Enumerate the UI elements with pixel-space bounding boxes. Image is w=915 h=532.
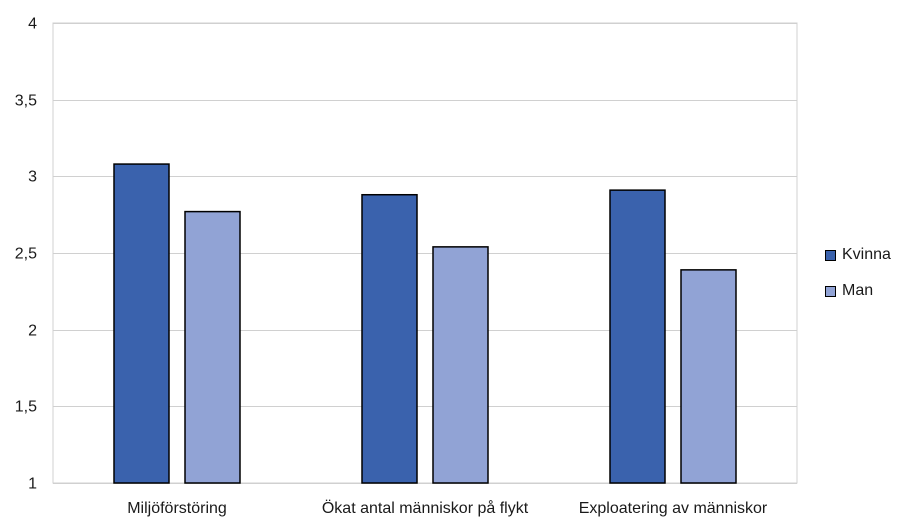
bar-man-0 bbox=[184, 210, 241, 484]
legend-label: Man bbox=[842, 282, 874, 299]
legend: Kvinna Man bbox=[825, 237, 891, 309]
legend-swatch bbox=[825, 285, 836, 297]
y-tick-label: 3,5 bbox=[15, 93, 37, 110]
bar-man-2 bbox=[680, 269, 737, 484]
x-tick-label: Ökat antal människor på flykt bbox=[322, 499, 529, 517]
y-tick-label: 4 bbox=[28, 16, 37, 33]
x-axis-labels: Miljöförstöring Ökat antal människor på f… bbox=[127, 499, 768, 517]
grid-lines bbox=[52, 22, 798, 484]
x-tick-label: Miljöförstöring bbox=[127, 500, 227, 517]
bar-man-1 bbox=[432, 246, 489, 484]
y-tick-label: 1,5 bbox=[15, 399, 37, 416]
bar-kvinna-2 bbox=[609, 189, 666, 484]
y-tick-label: 2 bbox=[28, 323, 37, 340]
bars bbox=[113, 163, 737, 484]
y-tick-label: 3 bbox=[28, 169, 37, 186]
bar-kvinna-1 bbox=[361, 193, 418, 484]
legend-label: Kvinna bbox=[842, 246, 891, 263]
bar-kvinna-0 bbox=[113, 163, 170, 484]
x-tick-label: Exploatering av människor bbox=[579, 500, 768, 517]
y-tick-label: 2,5 bbox=[15, 246, 37, 263]
legend-swatch bbox=[825, 249, 836, 261]
y-tick-label: 1 bbox=[28, 476, 37, 493]
legend-item-man: Man bbox=[825, 273, 891, 309]
legend-item-kvinna: Kvinna bbox=[825, 237, 891, 273]
y-axis-ticks: 1 1,5 2 2,5 3 3,5 4 bbox=[15, 16, 37, 493]
